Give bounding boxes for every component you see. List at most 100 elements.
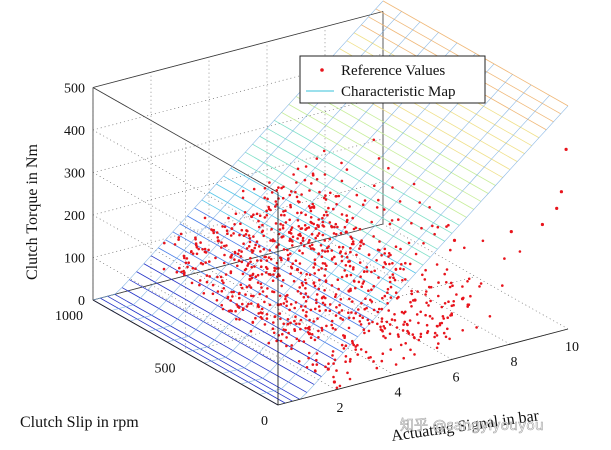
reference-point xyxy=(358,261,362,264)
reference-point xyxy=(313,338,317,342)
reference-point xyxy=(236,305,240,308)
reference-point xyxy=(310,333,314,336)
reference-point xyxy=(339,231,343,235)
reference-point xyxy=(380,317,384,320)
reference-point xyxy=(340,213,344,216)
reference-point xyxy=(240,250,243,253)
reference-point xyxy=(277,232,281,236)
reference-point xyxy=(388,262,391,266)
reference-point xyxy=(305,310,308,314)
reference-point xyxy=(349,250,352,254)
reference-point xyxy=(299,271,303,275)
reference-point xyxy=(259,259,263,262)
reference-point xyxy=(406,323,409,327)
reference-point xyxy=(433,335,436,339)
reference-point xyxy=(318,190,321,194)
reference-point xyxy=(354,312,358,315)
reference-point xyxy=(179,232,183,236)
reference-point xyxy=(321,262,325,265)
reference-point xyxy=(455,293,458,296)
reference-point xyxy=(360,285,364,289)
reference-point xyxy=(333,225,336,229)
reference-point xyxy=(324,268,327,271)
reference-point xyxy=(315,358,318,362)
reference-point xyxy=(282,185,285,189)
reference-point xyxy=(372,138,376,142)
reference-point xyxy=(308,189,311,192)
reference-point xyxy=(301,239,305,242)
reference-point xyxy=(199,261,203,265)
reference-point xyxy=(284,297,287,301)
reference-point xyxy=(332,207,335,211)
reference-point xyxy=(339,316,342,320)
reference-point xyxy=(178,266,181,270)
reference-point xyxy=(321,220,325,224)
reference-point xyxy=(348,297,351,301)
reference-point xyxy=(354,348,358,351)
reference-point xyxy=(323,303,327,307)
reference-point xyxy=(393,319,397,322)
reference-point xyxy=(372,360,375,363)
reference-point xyxy=(437,342,440,345)
reference-point xyxy=(389,296,393,299)
reference-point xyxy=(241,272,245,276)
reference-point xyxy=(216,275,219,279)
reference-point xyxy=(266,267,269,271)
reference-point xyxy=(255,259,259,262)
reference-point xyxy=(323,262,327,265)
reference-point xyxy=(327,206,330,210)
reference-point xyxy=(260,265,263,269)
reference-point xyxy=(433,331,437,335)
reference-point xyxy=(270,227,273,231)
reference-point xyxy=(328,303,332,306)
reference-point xyxy=(424,268,427,272)
reference-point xyxy=(416,290,419,293)
reference-point xyxy=(340,255,344,258)
reference-point xyxy=(289,265,293,269)
reference-point xyxy=(291,262,295,266)
reference-point xyxy=(388,332,392,336)
reference-point xyxy=(272,273,275,276)
reference-point xyxy=(304,292,308,295)
reference-point xyxy=(328,309,332,313)
reference-point xyxy=(336,225,339,229)
surface-mesh-line xyxy=(240,84,532,385)
reference-point xyxy=(410,292,414,296)
reference-point xyxy=(422,242,425,245)
reference-point xyxy=(317,218,321,221)
box-edge xyxy=(92,87,279,193)
reference-point xyxy=(377,307,381,311)
reference-point xyxy=(290,347,293,351)
reference-point xyxy=(423,278,427,281)
reference-point xyxy=(388,276,392,279)
reference-point xyxy=(404,278,407,281)
reference-point xyxy=(369,298,372,302)
reference-point xyxy=(370,270,373,274)
reference-point xyxy=(308,318,311,322)
reference-point xyxy=(408,262,412,266)
reference-point xyxy=(269,239,272,242)
reference-point xyxy=(302,244,306,248)
reference-point xyxy=(467,303,471,307)
reference-point xyxy=(357,280,361,284)
reference-point xyxy=(362,242,365,246)
reference-point xyxy=(289,321,292,325)
reference-point xyxy=(304,213,308,217)
reference-point xyxy=(237,249,241,252)
reference-point xyxy=(289,205,293,209)
reference-point xyxy=(367,329,371,333)
reference-point xyxy=(359,348,363,351)
reference-point xyxy=(242,307,245,310)
reference-point xyxy=(252,294,255,298)
reference-point xyxy=(321,249,324,252)
reference-point xyxy=(331,354,334,357)
reference-point xyxy=(240,228,244,232)
reference-point xyxy=(315,293,319,296)
reference-point xyxy=(254,316,257,320)
reference-point xyxy=(433,232,436,236)
reference-point xyxy=(475,326,478,329)
reference-point xyxy=(362,280,366,283)
reference-point xyxy=(267,256,271,259)
reference-point xyxy=(479,282,483,285)
reference-point xyxy=(251,321,255,324)
